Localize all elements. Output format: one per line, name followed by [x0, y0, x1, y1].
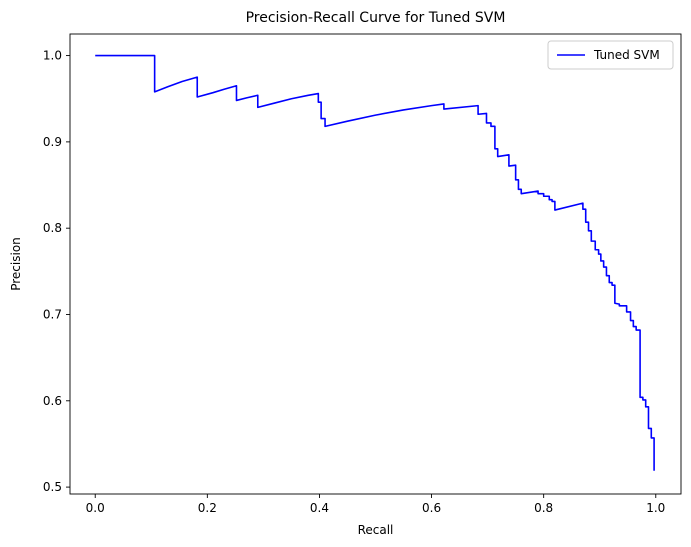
y-tick-label: 0.6: [43, 394, 62, 408]
axes-frame: [69, 33, 682, 495]
legend-label-tuned-svm: Tuned SVM: [593, 48, 660, 62]
y-tick-label: 0.7: [43, 307, 62, 321]
plot-area: [69, 33, 682, 495]
x-axis-ticks: 0.0 0.2 0.4 0.6 0.8 1.0: [86, 494, 665, 515]
y-tick-label: 0.8: [43, 221, 62, 235]
x-tick-label: 0.0: [86, 501, 105, 515]
legend: Tuned SVM: [547, 40, 674, 70]
x-tick-label: 0.4: [310, 501, 329, 515]
legend-box: [547, 40, 674, 70]
chart-title: Precision-Recall Curve for Tuned SVM: [246, 10, 506, 26]
x-axis-label: Recall: [358, 523, 394, 537]
x-tick-label: 0.6: [422, 501, 441, 515]
x-tick-label: 0.2: [198, 501, 217, 515]
series-line-tuned-svm: [95, 54, 655, 471]
y-tick-label: 0.9: [43, 135, 62, 149]
x-tick-label: 0.8: [534, 501, 553, 515]
y-tick-label: 1.0: [43, 49, 62, 63]
x-tick-label: 1.0: [646, 501, 665, 515]
y-tick-label: 0.5: [43, 480, 62, 494]
y-axis-label: Precision: [9, 237, 23, 291]
y-axis-ticks: 0.5 0.6 0.7 0.8 0.9 1.0: [43, 49, 70, 494]
